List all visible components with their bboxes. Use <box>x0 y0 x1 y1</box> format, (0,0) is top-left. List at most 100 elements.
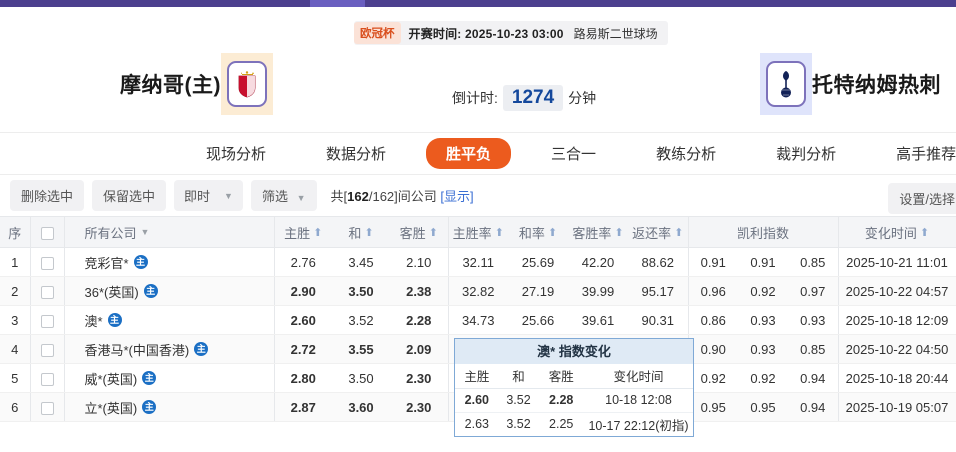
row-checkbox[interactable] <box>40 343 54 357</box>
sort-arrow-icon[interactable]: ⬆ <box>674 226 684 239</box>
tab-coach-analysis[interactable]: 教练分析 <box>656 146 717 163</box>
away-team-name: 托特纳姆热刺 <box>812 74 941 97</box>
cell-away-win[interactable]: 2.30 <box>390 363 448 393</box>
th-away-win-rate[interactable]: 客胜率 ⬆ <box>568 216 628 248</box>
cell-away-win[interactable]: 2.28 <box>390 305 448 335</box>
row-checkbox[interactable] <box>40 256 54 270</box>
th-select-all[interactable] <box>29 216 64 248</box>
tab-win-draw-loss[interactable]: 胜平负 <box>426 138 512 169</box>
cell-company[interactable]: 36*(英国) 主 <box>63 276 274 306</box>
cell-home-win[interactable]: 2.90 <box>273 276 332 306</box>
cell-away-win[interactable]: 2.38 <box>390 276 448 306</box>
tab-expert-picks[interactable]: 高手推荐 <box>896 146 956 163</box>
cell-kelly-away: 0.94 <box>788 392 838 422</box>
select-all-checkbox[interactable] <box>40 226 54 240</box>
cell-company[interactable]: 澳* 主 <box>63 305 274 335</box>
cell-draw[interactable]: 3.45 <box>332 247 390 277</box>
table-toolbar: 删除选中 保留选中 即时 ▼ 筛选 ▼ 共[162/162]间公司 [显示] 设… <box>0 175 956 216</box>
odds-table: 序 所有公司 ▼ 主胜 ⬆ 和 ⬆ 客胜 ⬆ 主胜率 ⬆ 和率 ⬆ 客胜率 ⬆ 返还率 ⬆ 凯… <box>0 216 956 422</box>
th-draw-rate[interactable]: 和率 ⬆ <box>508 216 568 248</box>
mode-select[interactable]: 即时 ▼ <box>174 180 243 211</box>
th-change-time[interactable]: 变化时间 ⬆ <box>837 216 956 248</box>
cell-change-time: 2025-10-21 11:01 <box>837 247 956 277</box>
cell-company[interactable]: 竞彩官* 主 <box>63 247 274 277</box>
sort-arrow-icon[interactable]: ⬆ <box>428 226 438 239</box>
table-row[interactable]: 2 36*(英国) 主 2.90 3.50 2.38 32.82 27.19 39.99 95.1… <box>0 276 956 306</box>
cell-away-win[interactable]: 2.30 <box>390 392 448 422</box>
popup-cell-time: 10-17 22:12(初指) <box>588 418 689 433</box>
settings-select-button[interactable]: 设置/选择 <box>888 183 956 214</box>
tab-referee-analysis[interactable]: 裁判分析 <box>776 146 837 163</box>
company-name: 竞彩官* <box>84 255 129 271</box>
th-home-win-rate-label: 主胜率 <box>452 225 492 241</box>
table-row[interactable]: 1 竞彩官* 主 2.76 3.45 2.10 32.11 25.69 42.20 88.62 0.… <box>0 247 956 277</box>
cell-kelly-home: 0.95 <box>687 392 738 422</box>
th-draw[interactable]: 和 ⬆ <box>332 216 390 248</box>
cell-kelly-away: 0.85 <box>788 334 838 364</box>
filter-label: 筛选 <box>261 189 288 204</box>
cell-checkbox[interactable] <box>29 392 64 422</box>
row-checkbox[interactable] <box>40 401 54 415</box>
cell-draw[interactable]: 3.60 <box>332 392 390 422</box>
popup-header-row: 主胜 和 客胜 变化时间 <box>455 364 693 389</box>
match-meta-pill: 欧冠杯 开赛时间: 2025-10-23 03:00 路易斯二世球场 <box>354 21 668 45</box>
cell-change-time: 2025-10-19 05:07 <box>837 392 956 422</box>
sort-arrow-icon[interactable]: ⬆ <box>919 226 930 239</box>
cell-draw[interactable]: 3.50 <box>332 363 390 393</box>
table-row[interactable]: 6 立*(英国) 主 2.87 3.60 2.30 0.95 0.95 0.94 2025-10-… <box>0 392 956 422</box>
cell-company[interactable]: 威*(英国) 主 <box>63 363 274 393</box>
cell-company[interactable]: 立*(英国) 主 <box>63 392 274 422</box>
popup-table: 主胜 和 客胜 变化时间 2.60 3.52 2.28 10-18 12:08 2.63… <box>455 364 693 436</box>
sort-arrow-icon[interactable]: ⬆ <box>494 226 504 239</box>
cell-checkbox[interactable] <box>29 334 64 364</box>
cell-company[interactable]: 香港马*(中国香港) 主 <box>63 334 274 364</box>
cell-away-win[interactable]: 2.09 <box>390 334 448 364</box>
cell-kelly-away: 0.93 <box>788 305 838 335</box>
cell-away-win-rate: 39.99 <box>568 276 628 306</box>
sort-arrow-icon[interactable]: ⬆ <box>364 226 374 239</box>
cell-return-rate: 95.17 <box>628 276 688 306</box>
sort-arrow-icon[interactable]: ⬆ <box>614 226 624 239</box>
odds-table-body: 1 竞彩官* 主 2.76 3.45 2.10 32.11 25.69 42.20 88.62 0.… <box>0 247 956 422</box>
popup-cell-time: 10-18 12:08 <box>584 388 693 413</box>
cell-home-win[interactable]: 2.80 <box>273 363 332 393</box>
cell-away-win[interactable]: 2.10 <box>390 247 448 277</box>
th-return-rate[interactable]: 返还率 ⬆ <box>628 216 688 248</box>
cell-checkbox[interactable] <box>29 247 64 277</box>
popup-th-away-win: 客胜 <box>538 364 585 389</box>
tab-live-analysis[interactable]: 现场分析 <box>206 146 267 163</box>
cell-home-win[interactable]: 2.72 <box>273 334 332 364</box>
cell-home-win[interactable]: 2.76 <box>273 247 332 277</box>
company-name: 澳* <box>84 313 103 329</box>
keep-selected-button[interactable]: 保留选中 <box>92 180 167 211</box>
th-home-win[interactable]: 主胜 ⬆ <box>273 216 332 248</box>
cell-home-win[interactable]: 2.60 <box>273 305 332 335</box>
th-company[interactable]: 所有公司 ▼ <box>63 216 274 248</box>
cell-draw[interactable]: 3.50 <box>332 276 390 306</box>
tab-three-in-one[interactable]: 三合一 <box>551 146 597 163</box>
analysis-tabs: 现场分析 数据分析 胜平负 三合一 教练分析 裁判分析 高手推荐 <box>0 132 956 175</box>
th-away-win[interactable]: 客胜 ⬆ <box>390 216 448 248</box>
th-draw-rate-label: 和率 <box>518 225 545 241</box>
cell-return-rate: 90.31 <box>628 305 688 335</box>
filter-button[interactable]: 筛选 ▼ <box>250 180 317 211</box>
delete-selected-button[interactable]: 删除选中 <box>10 180 85 211</box>
cell-checkbox[interactable] <box>29 276 64 306</box>
cell-home-win[interactable]: 2.87 <box>273 392 332 422</box>
sort-arrow-icon[interactable]: ⬆ <box>547 226 558 239</box>
show-link[interactable]: [显示] <box>440 189 474 204</box>
row-checkbox[interactable] <box>40 314 54 328</box>
popup-table-body: 2.60 3.52 2.28 10-18 12:08 2.63 3.52 2.25 10-17… <box>455 388 693 436</box>
cell-draw[interactable]: 3.55 <box>332 334 390 364</box>
table-row[interactable]: 3 澳* 主 2.60 3.52 2.28 34.73 25.66 39.61 90.31 0.86… <box>0 305 956 335</box>
row-checkbox[interactable] <box>40 285 54 299</box>
cell-checkbox[interactable] <box>29 305 64 335</box>
cell-kelly-home: 0.96 <box>687 276 738 306</box>
sort-arrow-icon[interactable]: ⬆ <box>313 226 323 239</box>
th-home-win-rate[interactable]: 主胜率 ⬆ <box>447 216 508 248</box>
popup-cell-home-win: 2.63 <box>464 417 489 432</box>
row-checkbox[interactable] <box>40 372 54 386</box>
tab-data-analysis[interactable]: 数据分析 <box>326 146 387 163</box>
cell-draw[interactable]: 3.52 <box>332 305 390 335</box>
cell-checkbox[interactable] <box>29 363 64 393</box>
